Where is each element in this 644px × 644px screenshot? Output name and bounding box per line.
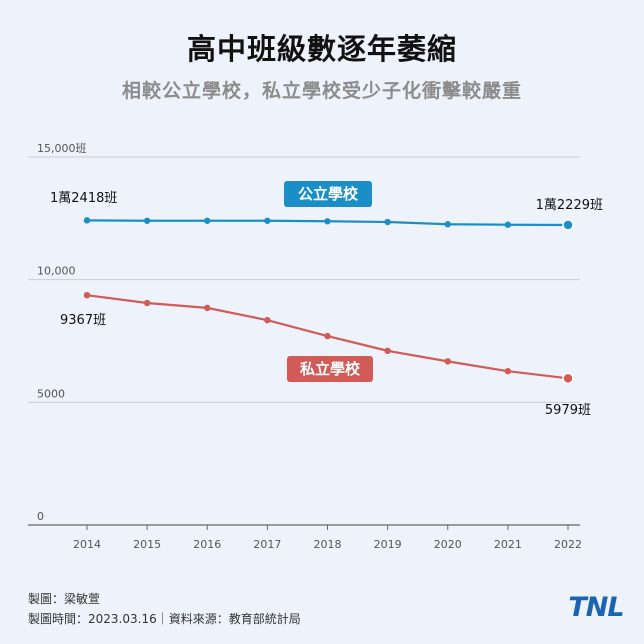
x-tick-label: 2020 <box>434 538 462 551</box>
data-point <box>83 217 91 224</box>
footer-author: 製圖：梁敏萱 <box>28 592 101 606</box>
data-point <box>504 367 512 375</box>
series-badge-label: 私立學校 <box>299 360 361 378</box>
y-tick-label: 15,000班 <box>37 142 87 155</box>
y-tick-label: 5000 <box>37 387 65 400</box>
tnl-logo: TNL <box>568 591 624 623</box>
footer-meta: 製圖時間：2023.03.16｜資料來源：教育部統計局 <box>28 612 301 626</box>
data-point <box>143 217 151 224</box>
data-point <box>264 316 271 324</box>
data-point <box>444 221 451 228</box>
start-value-label: 9367班 <box>60 313 106 328</box>
data-point <box>264 217 271 224</box>
chart-title: 高中班級數逐年萎縮 <box>186 32 457 66</box>
data-point <box>204 217 211 224</box>
end-value-label: 5979班 <box>545 403 591 418</box>
start-value-label: 1萬2418班 <box>50 191 117 206</box>
x-tick-label: 2016 <box>193 538 221 551</box>
end-value-label: 1萬2229班 <box>536 198 603 213</box>
data-point <box>83 291 91 299</box>
x-tick-label: 2019 <box>374 538 402 551</box>
data-point <box>384 218 391 226</box>
x-tick-label: 2014 <box>73 538 101 551</box>
data-point <box>204 304 211 312</box>
data-point <box>324 332 331 340</box>
x-tick-label: 2015 <box>133 538 161 551</box>
x-tick-label: 2018 <box>314 538 342 551</box>
data-point <box>143 299 151 307</box>
series-badge-label: 公立學校 <box>298 185 359 203</box>
x-tick-label: 2022 <box>554 538 582 551</box>
x-tick-label: 2021 <box>494 538 522 551</box>
data-point <box>504 221 512 228</box>
series-badge <box>284 181 372 207</box>
data-point <box>562 219 574 231</box>
chart-subtitle: 相較公立學校，私立學校受少子化衝擊較嚴重 <box>121 80 522 102</box>
y-tick-label: 0 <box>37 510 44 523</box>
data-point <box>384 347 391 355</box>
data-point <box>562 372 574 385</box>
x-tick-label: 2017 <box>253 538 281 551</box>
data-point <box>324 218 331 225</box>
y-tick-label: 10,000 <box>37 265 76 278</box>
data-point <box>444 358 451 365</box>
series-badge <box>287 356 373 382</box>
